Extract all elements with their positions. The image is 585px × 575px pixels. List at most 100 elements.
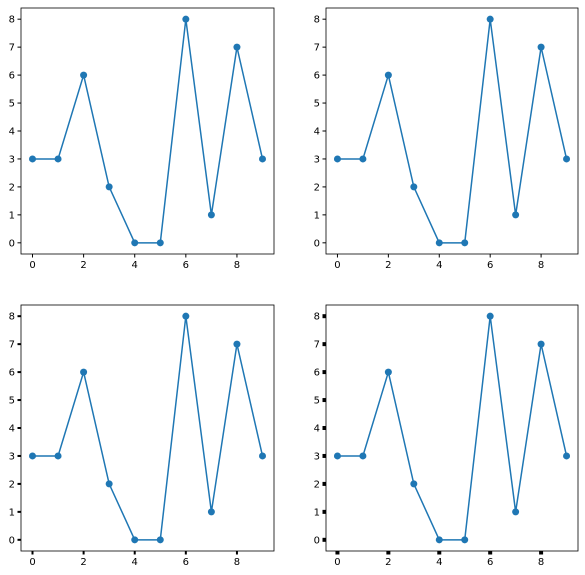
x-tick-label: 4 <box>132 557 138 568</box>
data-point <box>384 71 392 79</box>
y-tick-label: 7 <box>314 340 320 351</box>
data-point <box>359 452 367 460</box>
data-line <box>337 19 568 244</box>
y-tick-label: 0 <box>314 535 320 546</box>
data-point <box>435 239 443 247</box>
data-point <box>486 312 494 320</box>
y-tick-label: 2 <box>9 182 15 193</box>
y-tick-label: 7 <box>9 43 15 54</box>
y-tick-label: 0 <box>9 238 15 249</box>
data-point <box>563 155 571 163</box>
y-tick-label: 8 <box>314 15 320 26</box>
y-tick-label: 5 <box>9 99 15 110</box>
data-point <box>207 508 215 516</box>
x-tick-label: 6 <box>487 260 493 271</box>
y-tick-label: 6 <box>9 368 15 379</box>
data-point <box>359 155 367 163</box>
data-point <box>54 452 62 460</box>
y-tick-label: 2 <box>314 182 320 193</box>
data-point <box>182 15 190 23</box>
y-tick-label: 5 <box>314 99 320 110</box>
y-tick-label: 4 <box>9 424 15 435</box>
data-point <box>182 312 190 320</box>
y-tick-label: 5 <box>314 396 320 407</box>
x-tick-label: 4 <box>436 557 442 568</box>
data-point <box>259 155 266 163</box>
data-point <box>29 155 36 163</box>
x-tick-label: 4 <box>132 260 138 271</box>
x-tick-label: 6 <box>183 260 189 271</box>
data-point <box>156 536 164 544</box>
y-tick-label: 3 <box>9 451 15 462</box>
data-line <box>32 19 264 244</box>
y-tick-label: 1 <box>314 210 320 221</box>
data-point <box>537 340 545 348</box>
data-point <box>461 536 469 544</box>
y-tick-label: 3 <box>9 154 15 165</box>
y-tick-label: 6 <box>314 368 320 379</box>
data-point <box>259 452 266 460</box>
data-point <box>410 480 418 488</box>
x-tick-label: 8 <box>538 260 544 271</box>
data-point <box>563 452 571 460</box>
y-tick-label: 6 <box>314 71 320 82</box>
y-tick-label: 3 <box>314 451 320 462</box>
y-tick-label: 4 <box>314 424 320 435</box>
y-tick-label: 3 <box>314 154 320 165</box>
y-tick-label: 2 <box>314 479 320 490</box>
data-point <box>80 71 88 79</box>
x-tick-label: 0 <box>334 557 340 568</box>
x-tick-label: 6 <box>487 557 493 568</box>
y-tick-label: 1 <box>314 507 320 518</box>
y-tick-label: 4 <box>9 127 15 138</box>
data-point <box>131 239 139 247</box>
y-tick-label: 8 <box>9 312 15 323</box>
data-point <box>105 480 113 488</box>
x-tick-label: 2 <box>80 260 86 271</box>
data-point <box>131 536 139 544</box>
data-point <box>105 183 113 191</box>
data-point <box>54 155 62 163</box>
y-tick-label: 0 <box>9 535 15 546</box>
x-tick-label: 0 <box>334 260 340 271</box>
data-point <box>207 211 215 219</box>
data-point <box>512 211 520 219</box>
y-tick-label: 2 <box>9 479 15 490</box>
x-tick-label: 8 <box>234 557 240 568</box>
x-tick-label: 6 <box>183 557 189 568</box>
data-point <box>233 340 241 348</box>
axes-frame <box>20 304 275 552</box>
x-tick-label: 8 <box>538 557 544 568</box>
y-tick-label: 7 <box>9 340 15 351</box>
y-tick-label: 8 <box>9 15 15 26</box>
x-tick-label: 2 <box>385 260 391 271</box>
x-tick-label: 2 <box>385 557 391 568</box>
y-tick-label: 8 <box>314 312 320 323</box>
x-tick-label: 8 <box>234 260 240 271</box>
x-tick-label: 0 <box>29 557 35 568</box>
data-point <box>537 43 545 51</box>
y-tick-label: 1 <box>9 507 15 518</box>
y-tick-label: 7 <box>314 43 320 54</box>
y-tick-label: 5 <box>9 396 15 407</box>
data-point <box>80 368 88 376</box>
x-tick-label: 0 <box>29 260 35 271</box>
data-point <box>29 452 36 460</box>
data-point <box>384 368 392 376</box>
data-point <box>233 43 241 51</box>
y-tick-label: 0 <box>314 238 320 249</box>
data-point <box>410 183 418 191</box>
y-tick-label: 6 <box>9 71 15 82</box>
axes-frame <box>325 7 579 255</box>
data-line <box>337 316 568 541</box>
data-line <box>32 316 264 541</box>
data-point <box>461 239 469 247</box>
x-tick-label: 4 <box>436 260 442 271</box>
data-point <box>333 155 341 163</box>
y-tick-label: 1 <box>9 210 15 221</box>
axes-frame <box>325 304 579 552</box>
data-point <box>333 452 341 460</box>
data-point <box>156 239 164 247</box>
data-point <box>512 508 520 516</box>
